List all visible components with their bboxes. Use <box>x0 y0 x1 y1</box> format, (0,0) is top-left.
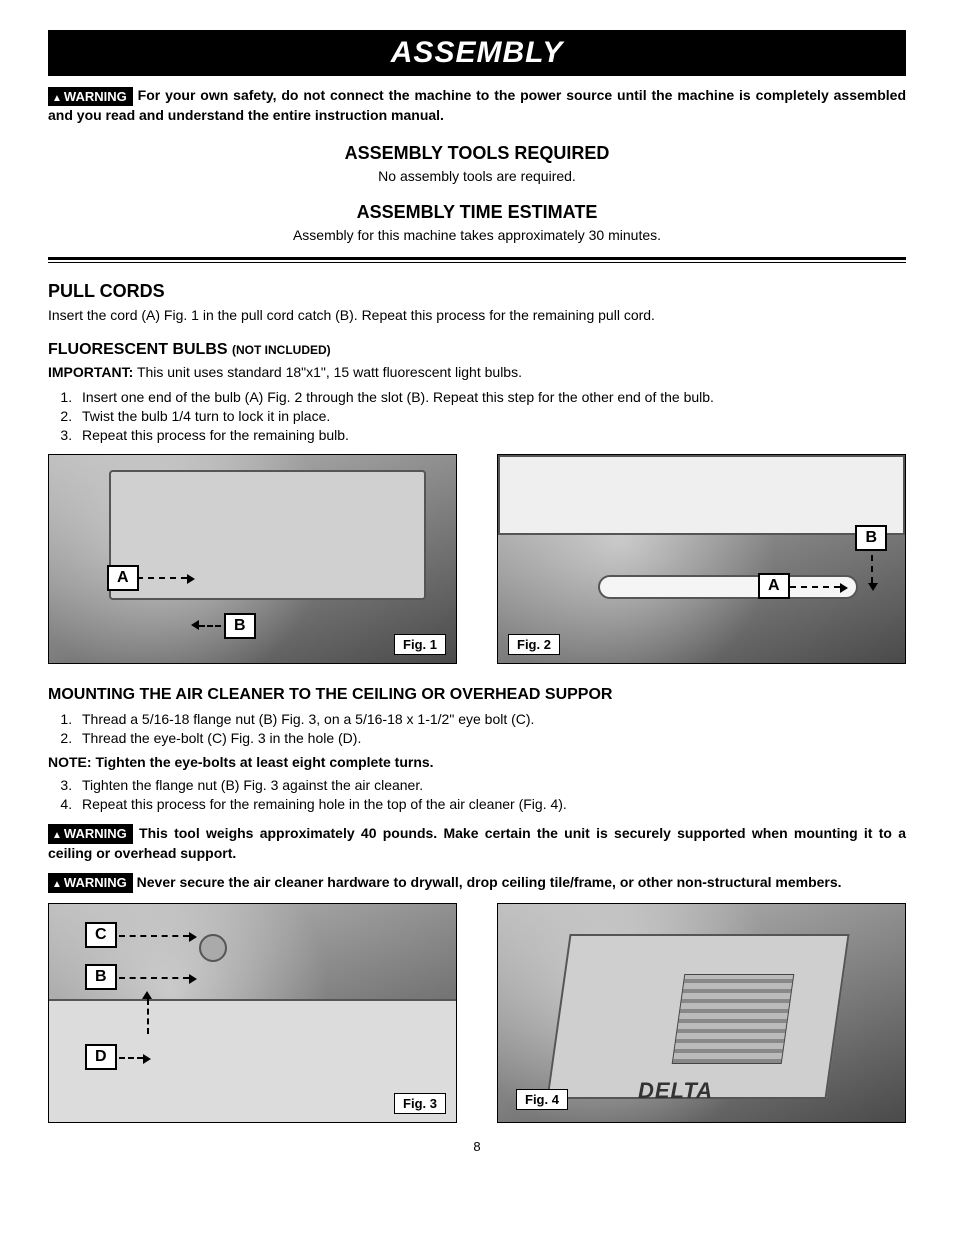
fig3-arrow-c <box>119 935 189 937</box>
list-item: Thread a 5/16-18 flange nut (B) Fig. 3, … <box>76 710 906 729</box>
time-title: ASSEMBLY TIME ESTIMATE <box>48 202 906 223</box>
pull-cords-title: PULL CORDS <box>48 281 906 302</box>
warning-3-text: Never secure the air cleaner hardware to… <box>137 874 842 890</box>
time-text: Assembly for this machine takes approxim… <box>48 227 906 243</box>
bulbs-title: FLUORESCENT BULBS (NOT INCLUDED) <box>48 341 906 359</box>
fig2-label: Fig. 2 <box>508 634 560 655</box>
fig2-callout-b: B <box>855 525 887 551</box>
fig1-arrow-a <box>137 577 187 579</box>
fig2-callout-a: A <box>758 573 790 599</box>
list-item: Twist the bulb 1/4 turn to lock it in pl… <box>76 407 906 426</box>
list-item: Thread the eye-bolt (C) Fig. 3 in the ho… <box>76 729 906 748</box>
warning-3: WARNING Never secure the air cleaner har… <box>48 873 906 893</box>
fig3-callout-c: C <box>85 922 117 948</box>
fig2-panel <box>498 455 905 535</box>
tools-text: No assembly tools are required. <box>48 168 906 184</box>
important-label: IMPORTANT: <box>48 364 133 380</box>
warning-2: WARNING This tool weighs approximately 4… <box>48 824 906 863</box>
intro-warning-text: For your own safety, do not connect the … <box>48 87 906 123</box>
bulbs-steps: Insert one end of the bulb (A) Fig. 2 th… <box>48 388 906 445</box>
list-item: Insert one end of the bulb (A) Fig. 2 th… <box>76 388 906 407</box>
fig3-eyebolt <box>199 934 227 962</box>
figure-3: C B D Fig. 3 <box>48 903 457 1123</box>
warning-icon: WARNING <box>48 873 133 893</box>
mounting-title: MOUNTING THE AIR CLEANER TO THE CEILING … <box>48 686 906 704</box>
figure-1: A B Fig. 1 <box>48 454 457 664</box>
pull-cords-text: Insert the cord (A) Fig. 1 in the pull c… <box>48 306 906 325</box>
bulbs-title-note: (NOT INCLUDED) <box>232 343 331 357</box>
fig3-callout-d: D <box>85 1044 117 1070</box>
fig1-callout-a: A <box>107 565 139 591</box>
fig3-callout-b: B <box>85 964 117 990</box>
fig3-arrow-d2 <box>119 1057 143 1059</box>
warning-icon: WARNING <box>48 87 133 107</box>
mounting-steps-b: Tighten the flange nut (B) Fig. 3 agains… <box>48 776 906 814</box>
delta-logo: DELTA <box>638 1078 713 1104</box>
divider <box>48 257 906 263</box>
fig3-arrow-d1 <box>147 999 149 1034</box>
fig4-label: Fig. 4 <box>516 1089 568 1110</box>
warning-icon: WARNING <box>48 824 133 844</box>
fig2-arrow-b <box>871 555 873 583</box>
bulbs-important: IMPORTANT: This unit uses standard 18"x1… <box>48 363 906 382</box>
fig3-label: Fig. 3 <box>394 1093 446 1114</box>
page: ASSEMBLY WARNING For your own safety, do… <box>0 0 954 1174</box>
important-text: This unit uses standard 18"x1", 15 watt … <box>137 364 522 380</box>
list-item: Repeat this process for the remaining ho… <box>76 795 906 814</box>
mounting-note: NOTE: Tighten the eye-bolts at least eig… <box>48 754 906 770</box>
mounting-steps-a: Thread a 5/16-18 flange nut (B) Fig. 3, … <box>48 710 906 748</box>
figures-row-1: A B Fig. 1 B A Fig. 2 <box>48 454 906 664</box>
list-item: Tighten the flange nut (B) Fig. 3 agains… <box>76 776 906 795</box>
intro-warning: WARNING For your own safety, do not conn… <box>48 86 906 125</box>
warning-2-text: This tool weighs approximately 40 pounds… <box>48 825 906 861</box>
figure-4: DELTA Fig. 4 <box>497 903 906 1123</box>
fig1-machine <box>109 470 426 600</box>
fig1-label: Fig. 1 <box>394 634 446 655</box>
fig3-arrow-b <box>119 977 189 979</box>
fig2-arrow-a <box>790 586 840 588</box>
assembly-header: ASSEMBLY <box>48 30 906 76</box>
tools-title: ASSEMBLY TOOLS REQUIRED <box>48 143 906 164</box>
figures-row-2: C B D Fig. 3 DELTA Fig. 4 <box>48 903 906 1123</box>
list-item: Repeat this process for the remaining bu… <box>76 426 906 445</box>
figure-2: B A Fig. 2 <box>497 454 906 664</box>
assembly-header-text: ASSEMBLY <box>391 36 563 69</box>
fig4-grille <box>672 974 795 1064</box>
page-number: 8 <box>48 1139 906 1154</box>
bulbs-title-main: FLUORESCENT BULBS <box>48 341 228 358</box>
fig1-callout-b: B <box>224 613 256 639</box>
